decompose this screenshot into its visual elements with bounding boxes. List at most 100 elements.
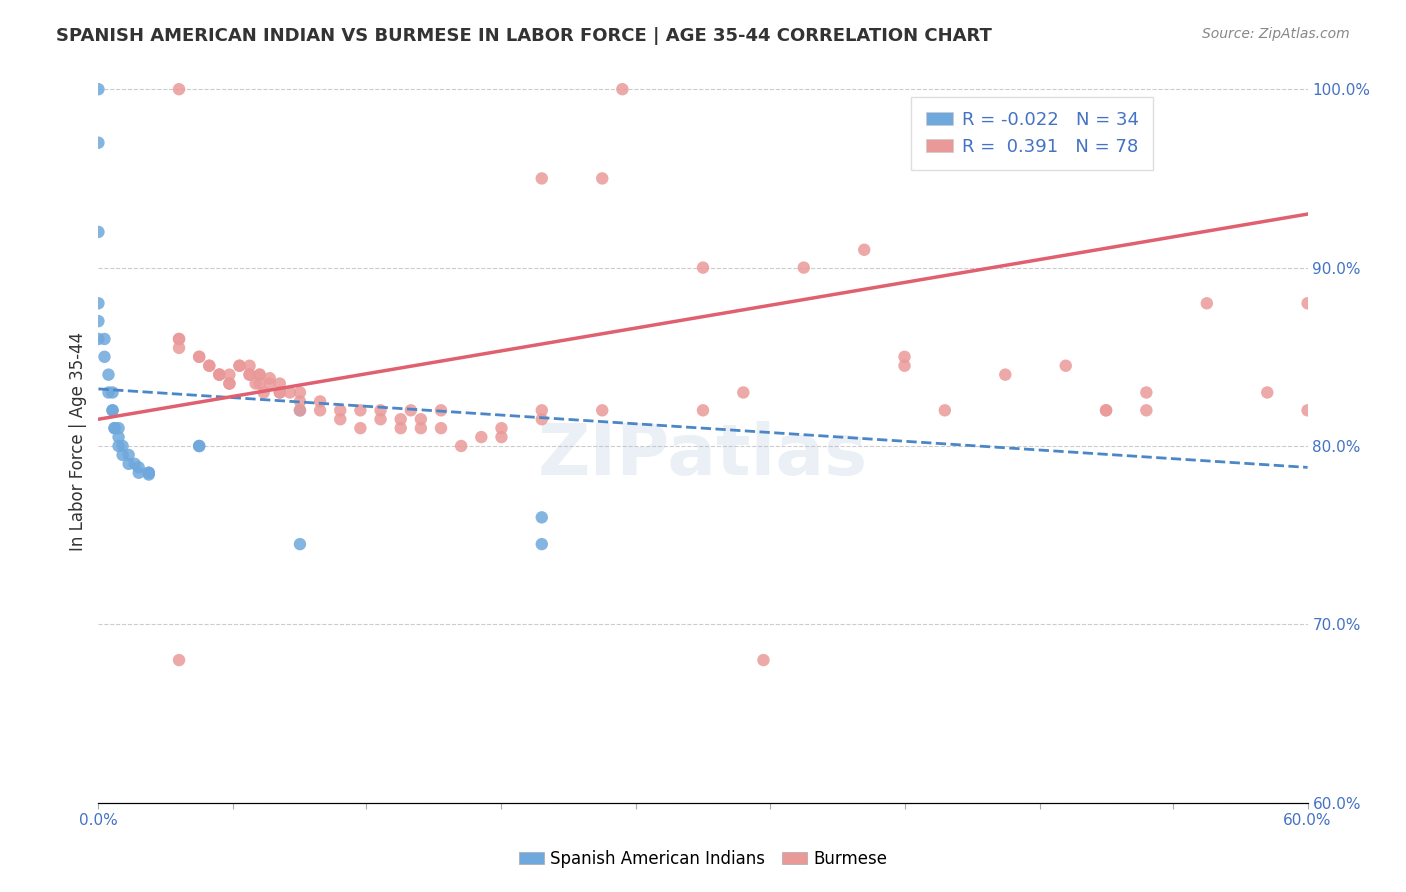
Point xyxy=(530,171,553,186)
Point xyxy=(893,350,915,364)
Point xyxy=(278,385,301,400)
Point xyxy=(93,332,115,346)
Point xyxy=(409,412,432,426)
Point xyxy=(1054,359,1077,373)
Point xyxy=(450,439,472,453)
Point xyxy=(692,403,714,417)
Point xyxy=(249,376,271,391)
Point xyxy=(249,368,271,382)
Point xyxy=(228,359,250,373)
Point xyxy=(309,394,332,409)
Point xyxy=(208,368,231,382)
Point xyxy=(249,368,271,382)
Text: Source: ZipAtlas.com: Source: ZipAtlas.com xyxy=(1202,27,1350,41)
Point xyxy=(470,430,492,444)
Point xyxy=(288,394,311,409)
Point xyxy=(167,341,190,355)
Point xyxy=(245,376,267,391)
Point xyxy=(349,403,371,417)
Point xyxy=(1135,385,1157,400)
Point xyxy=(239,359,262,373)
Point xyxy=(349,421,371,435)
Point xyxy=(1296,403,1319,417)
Point xyxy=(228,359,250,373)
Point xyxy=(101,403,124,417)
Point xyxy=(208,368,231,382)
Point xyxy=(530,412,553,426)
Point xyxy=(288,403,311,417)
Point xyxy=(409,421,432,435)
Point xyxy=(128,460,150,475)
Point xyxy=(101,403,124,417)
Point xyxy=(370,412,392,426)
Point xyxy=(591,171,613,186)
Point xyxy=(87,82,110,96)
Point xyxy=(1256,385,1278,400)
Point xyxy=(491,421,513,435)
Point xyxy=(389,421,412,435)
Point xyxy=(103,421,125,435)
Point xyxy=(188,350,211,364)
Point xyxy=(103,421,125,435)
Point xyxy=(288,385,311,400)
Y-axis label: In Labor Force | Age 35-44: In Labor Force | Age 35-44 xyxy=(69,332,87,551)
Point xyxy=(111,439,134,453)
Point xyxy=(269,376,291,391)
Point xyxy=(107,421,129,435)
Point xyxy=(167,332,190,346)
Point xyxy=(389,412,412,426)
Point xyxy=(491,430,513,444)
Point xyxy=(288,537,311,551)
Point xyxy=(138,467,160,482)
Point xyxy=(218,376,240,391)
Point xyxy=(128,466,150,480)
Point xyxy=(934,403,956,417)
Point xyxy=(93,350,115,364)
Point xyxy=(259,376,281,391)
Point xyxy=(893,359,915,373)
Point xyxy=(853,243,876,257)
Point xyxy=(430,421,453,435)
Legend: Spanish American Indians, Burmese: Spanish American Indians, Burmese xyxy=(512,844,894,875)
Point xyxy=(752,653,775,667)
Point xyxy=(87,314,110,328)
Point xyxy=(188,439,211,453)
Text: SPANISH AMERICAN INDIAN VS BURMESE IN LABOR FORCE | AGE 35-44 CORRELATION CHART: SPANISH AMERICAN INDIAN VS BURMESE IN LA… xyxy=(56,27,993,45)
Point xyxy=(138,466,160,480)
Point xyxy=(167,82,190,96)
Point xyxy=(399,403,422,417)
Point xyxy=(1135,403,1157,417)
Point xyxy=(793,260,815,275)
Point xyxy=(87,296,110,310)
Point xyxy=(167,332,190,346)
Text: ZIPatlas: ZIPatlas xyxy=(538,422,868,491)
Point xyxy=(259,371,281,385)
Point xyxy=(124,457,146,471)
Point xyxy=(111,448,134,462)
Point xyxy=(97,385,120,400)
Point xyxy=(107,439,129,453)
Point xyxy=(253,385,276,400)
Point xyxy=(1296,296,1319,310)
Point xyxy=(101,385,124,400)
Point xyxy=(118,457,141,471)
Point xyxy=(1095,403,1118,417)
Point xyxy=(1195,296,1218,310)
Point xyxy=(288,403,311,417)
Point xyxy=(239,368,262,382)
Point xyxy=(329,403,352,417)
Point xyxy=(269,385,291,400)
Point xyxy=(188,439,211,453)
Point xyxy=(309,403,332,417)
Point xyxy=(167,653,190,667)
Point xyxy=(87,332,110,346)
Point xyxy=(430,403,453,417)
Point xyxy=(198,359,221,373)
Point xyxy=(239,368,262,382)
Point xyxy=(218,376,240,391)
Point xyxy=(370,403,392,417)
Point xyxy=(692,260,714,275)
Point xyxy=(612,82,634,96)
Point xyxy=(591,403,613,417)
Point xyxy=(530,510,553,524)
